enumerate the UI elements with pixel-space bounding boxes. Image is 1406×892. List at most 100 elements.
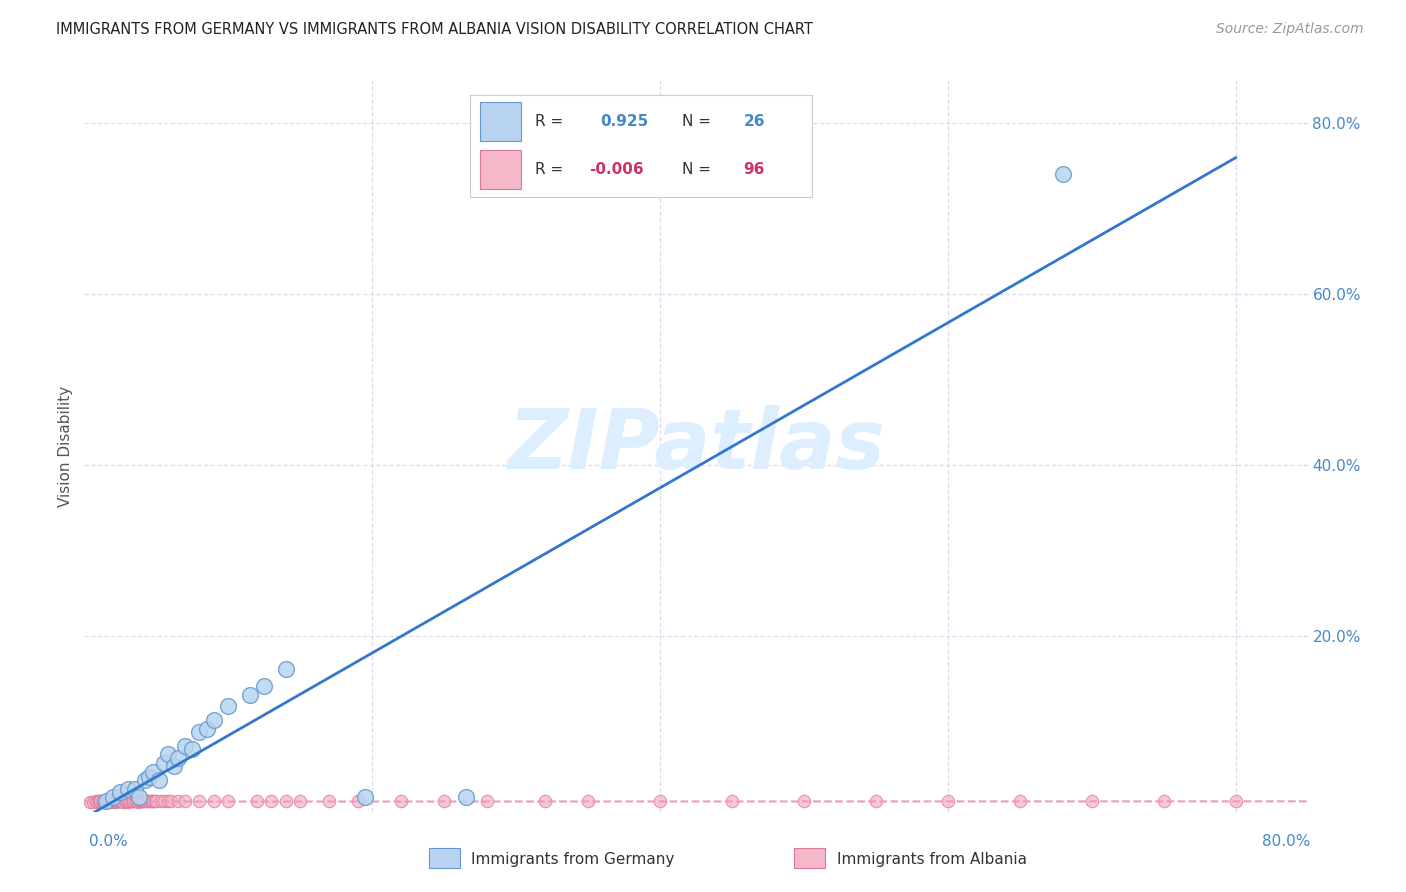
Point [118, 794, 141, 808]
Point [79, 795, 101, 809]
Point [138, 770, 160, 784]
Point [111, 794, 134, 808]
Point [202, 713, 225, 727]
Point [477, 794, 499, 808]
Point [138, 794, 160, 808]
Point [101, 795, 124, 809]
Point [389, 794, 412, 808]
Point [139, 794, 162, 808]
Point [1008, 794, 1031, 808]
Point [100, 794, 122, 808]
Point [115, 794, 138, 808]
Point [97, 794, 120, 808]
Text: ZIPatlas: ZIPatlas [508, 406, 884, 486]
Point [94, 794, 117, 808]
Point [141, 794, 163, 808]
Point [181, 742, 204, 756]
Point [188, 725, 211, 739]
Point [122, 794, 145, 808]
Point [128, 794, 150, 808]
Point [112, 795, 135, 809]
Point [148, 773, 170, 788]
Point [152, 756, 174, 770]
Point [793, 794, 815, 808]
Point [142, 794, 165, 808]
Point [162, 759, 184, 773]
Point [290, 794, 312, 808]
Point [346, 794, 368, 808]
Text: IMMIGRANTS FROM GERMANY VS IMMIGRANTS FROM ALBANIA VISION DISABILITY CORRELATION: IMMIGRANTS FROM GERMANY VS IMMIGRANTS FR… [56, 22, 813, 37]
Point [96, 794, 118, 808]
Point [188, 794, 211, 808]
Point [167, 751, 190, 765]
Point [134, 794, 156, 808]
Point [103, 794, 125, 808]
Text: Immigrants from Germany: Immigrants from Germany [471, 853, 675, 867]
Point [260, 794, 283, 808]
Point [274, 794, 297, 808]
Point [110, 794, 132, 808]
Point [721, 794, 744, 808]
Point [145, 794, 167, 808]
Text: 0.0%: 0.0% [89, 834, 128, 849]
Point [1225, 794, 1247, 808]
Point [98, 794, 121, 808]
Point [129, 794, 152, 808]
Point [127, 795, 149, 809]
Point [454, 790, 477, 805]
Point [136, 794, 159, 808]
Point [1080, 794, 1102, 808]
Point [202, 794, 225, 808]
Point [936, 794, 959, 808]
Point [97, 795, 120, 809]
Point [124, 781, 146, 796]
Y-axis label: Vision Disability: Vision Disability [58, 385, 73, 507]
Point [174, 739, 197, 753]
Point [135, 794, 157, 808]
Point [105, 795, 128, 809]
Point [142, 764, 165, 779]
Point [120, 794, 142, 808]
Point [108, 794, 131, 808]
Point [149, 794, 172, 808]
Point [217, 699, 239, 714]
Point [128, 790, 150, 805]
Point [125, 794, 148, 808]
Point [124, 794, 146, 808]
Point [865, 794, 887, 808]
Point [274, 662, 297, 676]
Point [534, 794, 557, 808]
Point [648, 794, 671, 808]
Point [82, 795, 104, 809]
Point [89, 794, 111, 808]
Point [117, 781, 139, 796]
Point [131, 794, 153, 808]
Point [134, 773, 156, 788]
Point [433, 794, 456, 808]
Point [159, 794, 181, 808]
Point [90, 795, 112, 809]
Text: Source: ZipAtlas.com: Source: ZipAtlas.com [1216, 22, 1364, 37]
Text: 80.0%: 80.0% [1263, 834, 1310, 849]
Point [101, 794, 124, 808]
Point [1153, 794, 1175, 808]
Point [576, 794, 599, 808]
Point [114, 794, 136, 808]
Point [87, 794, 110, 808]
Point [239, 688, 262, 702]
Point [174, 794, 197, 808]
Point [117, 795, 139, 809]
Point [195, 722, 218, 736]
Point [93, 794, 115, 808]
Point [156, 747, 179, 762]
Point [94, 795, 117, 809]
Point [84, 794, 107, 808]
Point [86, 795, 108, 809]
Point [91, 794, 114, 808]
Point [246, 794, 269, 808]
Point [94, 794, 117, 808]
Point [143, 794, 166, 808]
Point [1052, 167, 1074, 181]
Point [156, 794, 179, 808]
Point [152, 794, 174, 808]
